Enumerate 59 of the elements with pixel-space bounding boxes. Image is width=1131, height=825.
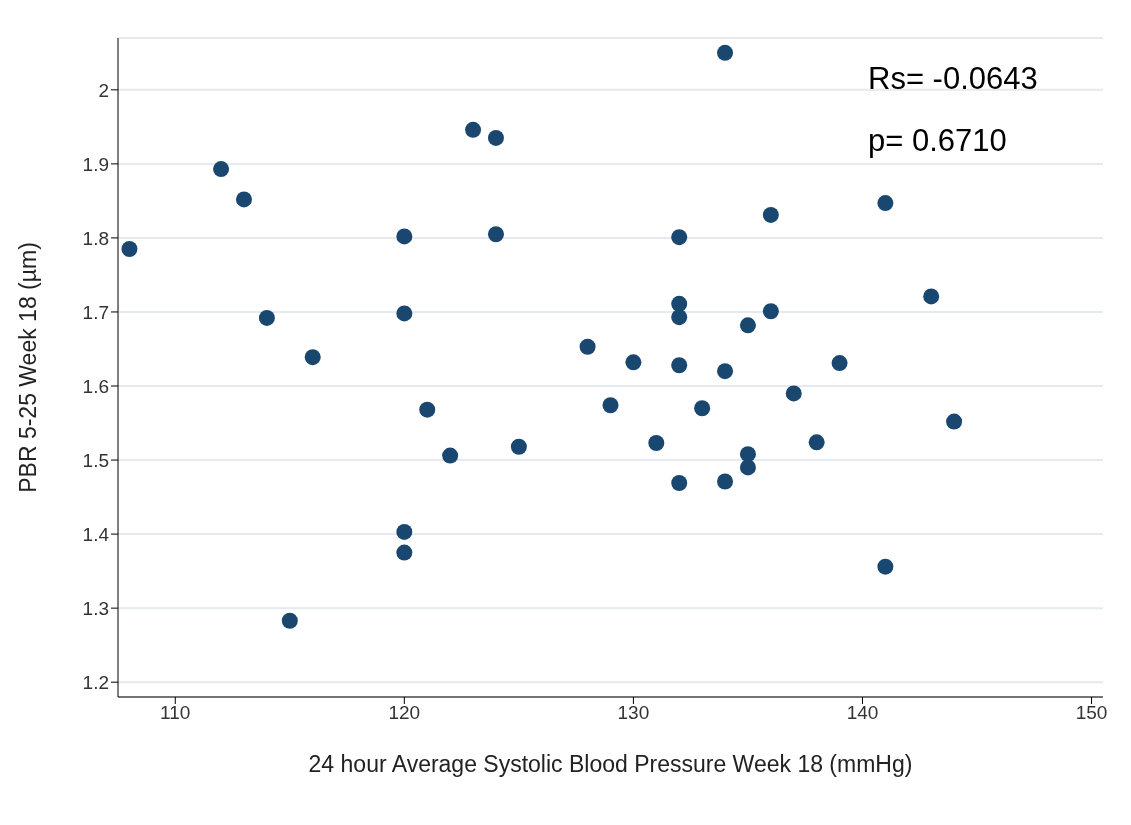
- y-tick-label: 1.5: [82, 449, 109, 471]
- point: [396, 228, 413, 245]
- point: [739, 317, 756, 334]
- point: [785, 385, 802, 402]
- y-tick-label: 2: [98, 79, 109, 101]
- point: [808, 434, 825, 451]
- point: [281, 612, 298, 629]
- point: [671, 475, 688, 492]
- point: [396, 523, 413, 540]
- y-tick-label: 1.6: [82, 375, 109, 397]
- point: [717, 363, 734, 380]
- point: [648, 435, 665, 452]
- point: [877, 195, 894, 212]
- x-axis-title: 24 hour Average Systolic Blood Pressure Week 18 (mmHg): [308, 751, 913, 777]
- point: [487, 129, 504, 146]
- point: [739, 459, 756, 476]
- point: [304, 349, 321, 366]
- y-tick-label: 1.7: [82, 301, 109, 323]
- point: [465, 121, 482, 138]
- point: [671, 357, 688, 374]
- point: [579, 338, 596, 355]
- point: [396, 305, 413, 322]
- point: [419, 401, 436, 418]
- x-tick-label: 150: [1075, 702, 1108, 724]
- y-axis-title: PBR 5-25 Week 18 (µm): [15, 242, 42, 493]
- point: [487, 226, 504, 243]
- point: [602, 397, 619, 414]
- x-tick-label: 130: [617, 702, 650, 724]
- point: [694, 400, 711, 417]
- point: [510, 438, 527, 455]
- point: [671, 295, 688, 312]
- point: [671, 309, 688, 326]
- point: [762, 303, 779, 320]
- point: [235, 191, 252, 208]
- point: [762, 206, 779, 223]
- y-tick-label: 1.4: [82, 523, 110, 545]
- point: [442, 447, 459, 464]
- point: [717, 44, 734, 61]
- y-tick-label: 1.2: [82, 671, 109, 693]
- y-tick-label: 1.3: [82, 597, 109, 619]
- point: [396, 544, 413, 561]
- y-tick-label: 1.9: [82, 153, 109, 175]
- point: [831, 355, 848, 372]
- point: [739, 446, 756, 463]
- annotation: p= 0.6710: [868, 122, 1008, 160]
- point: [877, 558, 894, 575]
- point: [121, 241, 138, 258]
- point: [671, 229, 688, 246]
- y-tick-label: 1.8: [82, 227, 109, 249]
- point: [946, 413, 963, 430]
- point: [717, 473, 734, 490]
- x-tick-label: 140: [846, 702, 879, 724]
- annotation: Rs= -0.0643: [868, 60, 1038, 98]
- point: [213, 161, 230, 178]
- point: [258, 309, 275, 326]
- point: [625, 354, 642, 371]
- point: [923, 288, 940, 305]
- x-tick-label: 110: [160, 702, 191, 724]
- x-tick-label: 120: [388, 702, 421, 724]
